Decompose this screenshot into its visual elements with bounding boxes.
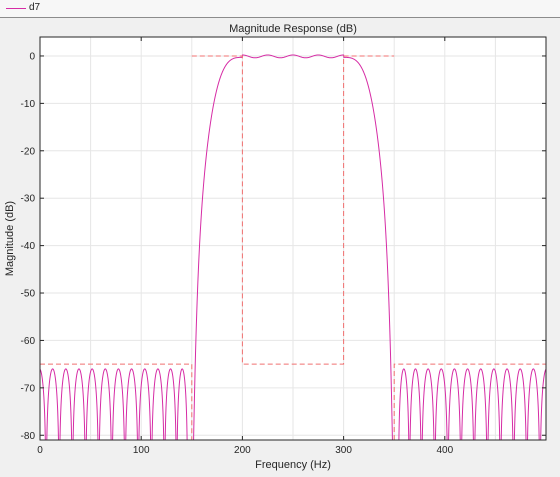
y-tick-label: 0 — [29, 51, 35, 62]
y-axis-label: Magnitude (dB) — [4, 201, 16, 276]
series-d7-line — [40, 54, 546, 440]
y-tick-label: -40 — [21, 241, 36, 252]
x-tick-label: 100 — [133, 445, 150, 456]
chart-title: Magnitude Response (dB) — [229, 23, 357, 35]
ticks: 0 100 200 300 400 0 -10 -20 -30 -40 -50 -60 -70 -80 — [21, 37, 546, 456]
data-layer — [40, 54, 546, 440]
y-tick-label: -50 — [21, 289, 36, 300]
spec-mask-line — [393, 363, 546, 440]
legend-bar: d7 — [0, 0, 560, 18]
x-axis-label: Frequency (Hz) — [255, 459, 331, 471]
legend-label: d7 — [29, 2, 41, 13]
y-tick-label: -80 — [21, 431, 36, 442]
y-tick-label: -20 — [21, 146, 36, 157]
spec-mask-line — [40, 363, 193, 440]
y-tick-label: -60 — [21, 336, 36, 347]
plot-border — [39, 36, 547, 441]
x-tick-label: 300 — [335, 445, 352, 456]
x-tick-label: 400 — [436, 445, 453, 456]
x-tick-label: 200 — [234, 445, 251, 456]
legend-line-swatch — [6, 8, 26, 9]
x-tick-label: 0 — [37, 445, 43, 456]
spec-mask-line — [191, 55, 395, 365]
y-tick-label: -70 — [21, 383, 36, 394]
y-tick-label: -30 — [21, 194, 36, 205]
y-tick-label: -10 — [21, 99, 36, 110]
